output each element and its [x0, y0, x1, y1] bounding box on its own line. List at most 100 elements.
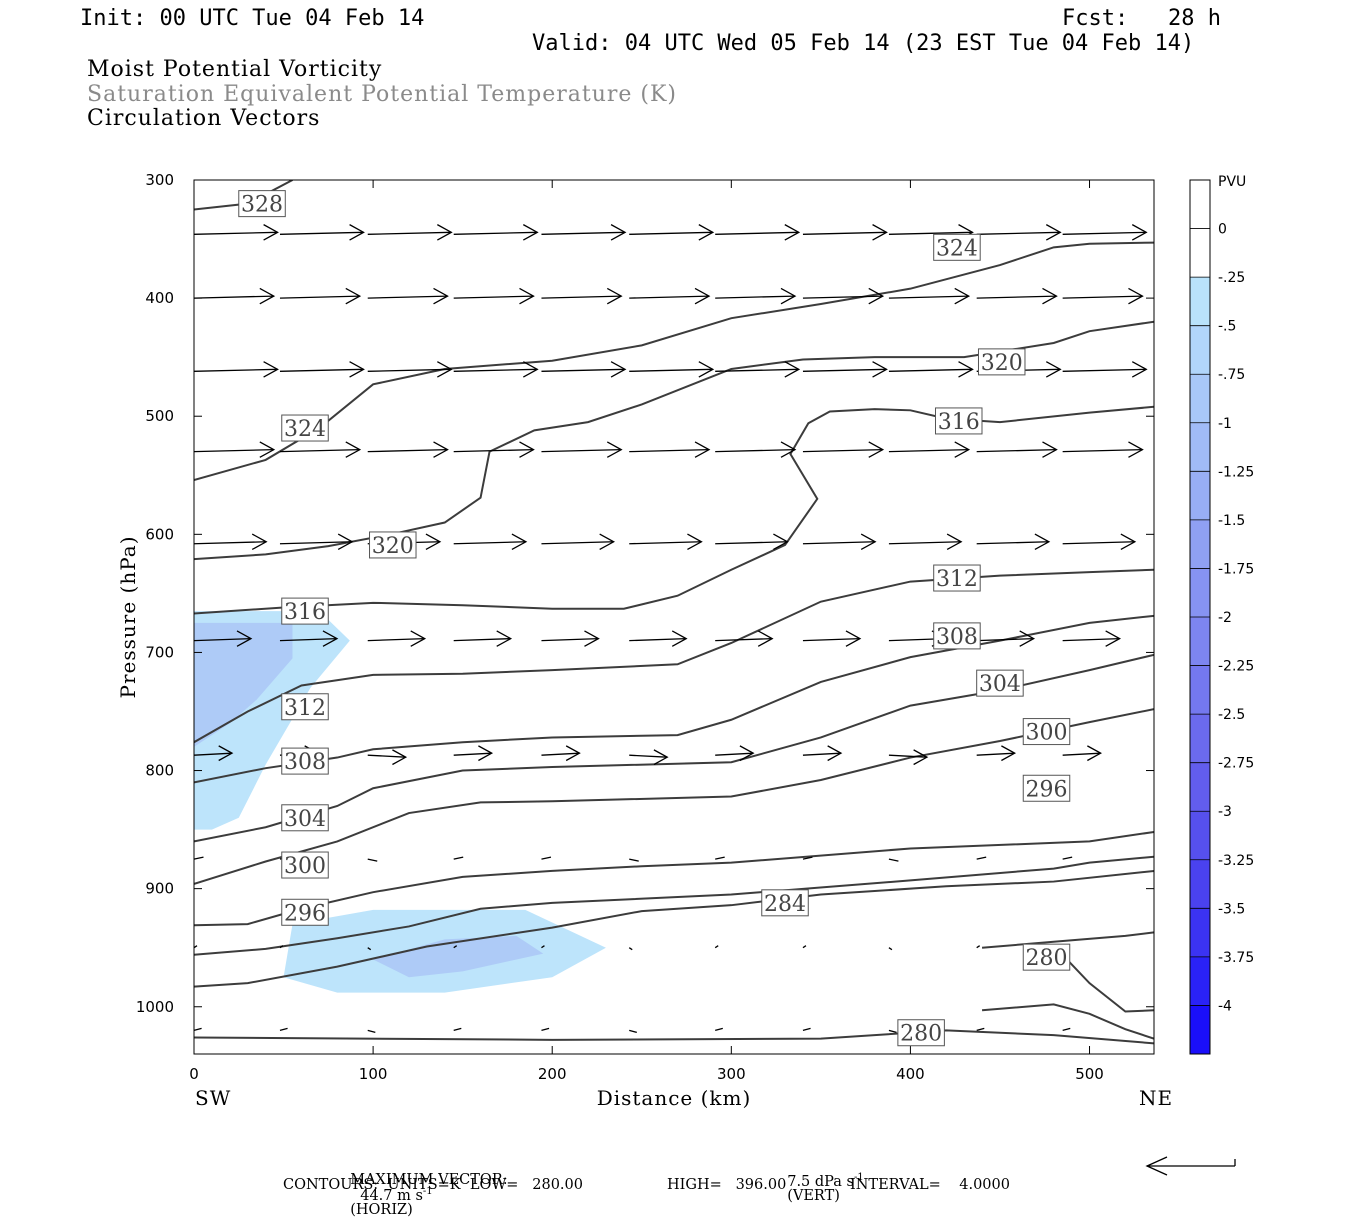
vector-head-4-6 [773, 533, 789, 551]
vector-head-3-8 [954, 441, 971, 458]
colorbar-band-6 [1190, 471, 1210, 521]
vector-head-0-4 [610, 224, 627, 241]
vector-shaft-3-10 [1062, 448, 1143, 453]
vector-head-6-6 [739, 745, 755, 762]
vector-shaft-5-1 [279, 637, 337, 642]
contour-label2-2-box [977, 348, 1026, 376]
vector-shaft-0-2 [367, 231, 452, 235]
contour-label2-2: 320 [981, 351, 1023, 376]
contour-line-14 [1058, 950, 1154, 1013]
vector-shaft-7-2 [367, 858, 378, 862]
vector-shaft-9-0 [193, 1027, 202, 1032]
colorbar-band-0 [1190, 180, 1210, 230]
vector-head-3-0 [259, 441, 276, 458]
vector-shaft-7-6 [715, 856, 725, 860]
vector-head-1-2 [433, 287, 449, 305]
vector-head-2-10 [1131, 361, 1148, 378]
horiz-exp: -1 [422, 1186, 433, 1197]
x-tick-label-3: 300 [717, 1065, 746, 1083]
contour-label-8: 296 [284, 901, 326, 926]
y-tick-label-2: 500 [145, 407, 174, 425]
contour-label2-5-box [933, 622, 981, 650]
contour-label2-6-box [976, 669, 1024, 697]
colorbar-label-10: -2.5 [1218, 707, 1245, 723]
vector-shaft-0-8 [888, 231, 973, 235]
vector-shaft-3-4 [541, 448, 622, 453]
vector-shaft-9-10 [1062, 1027, 1071, 1032]
colorbar-label-4: -1 [1218, 416, 1232, 432]
contour-label2-8: 296 [1026, 777, 1068, 802]
y-axis-title: Pressure (hPa) [116, 536, 140, 699]
reference-vector-head [1145, 1156, 1168, 1176]
legend-line-theta-es: Saturation Equivalent Potential Temperat… [87, 82, 677, 107]
vector-head-1-1 [345, 287, 362, 305]
contour-line-11 [981, 931, 1154, 949]
vector-head-3-10 [1128, 441, 1144, 458]
vector-head-4-2 [425, 533, 442, 551]
vector-head-1-10 [1128, 287, 1144, 305]
contour-label-2-box [369, 531, 417, 559]
vector-head-0-0 [263, 224, 279, 241]
vector-shaft-2-4 [541, 368, 626, 372]
x-axis-title: Distance (km) [597, 1086, 752, 1110]
vector-shaft-3-8 [888, 448, 969, 453]
footer-contours-interval: INTERVAL= 4.0000 [850, 1177, 1010, 1193]
contour-label-7-box [281, 851, 329, 879]
colorbar-label-16: -4 [1218, 998, 1232, 1014]
vector-head-1-4 [606, 287, 623, 305]
vector-shaft-6-7 [802, 752, 841, 756]
vector-head-3-5 [694, 441, 711, 458]
vector-shaft-4-9 [976, 541, 1049, 545]
vector-shaft-1-5 [629, 295, 710, 299]
contour-line-13 [194, 1029, 1154, 1045]
vector-shaft-7-10 [1062, 856, 1073, 860]
vector-head-5-6 [757, 630, 774, 647]
vector-shaft-4-0 [193, 541, 267, 545]
x-tick-label-2: 200 [538, 1065, 567, 1083]
contour-label2-7: 300 [1026, 721, 1068, 746]
vector-head-6-4 [565, 745, 581, 762]
vector-head-6-0 [218, 745, 234, 762]
vector-shaft-9-6 [715, 1027, 723, 1032]
contour-label2-5: 308 [936, 625, 978, 650]
vector-head-1-0 [259, 287, 276, 305]
vector-shaft-6-10 [1062, 752, 1101, 756]
vector-head-4-3 [511, 533, 528, 551]
vector-head-4-4 [599, 533, 616, 551]
contour-label-7: 300 [284, 854, 326, 879]
colorbar-label-15: -3.75 [1218, 950, 1254, 966]
footer-vert: 7.5 dPa s-1 (VERT) [778, 1158, 864, 1203]
y-tick-label-3: 600 [145, 525, 174, 543]
vector-shaft-5-2 [367, 637, 425, 642]
valid-time: Valid: 04 UTC Wed 05 Feb 14 (23 EST Tue … [532, 31, 1195, 56]
vector-shaft-0-9 [976, 231, 1061, 235]
contour-label2-12-box [897, 1019, 945, 1047]
vector-head-2-2 [437, 361, 453, 378]
colorbar-label-13: -3.25 [1218, 853, 1254, 869]
vector-shaft-8-4 [541, 945, 545, 949]
horiz-suffix: (HORIZ) [350, 1202, 413, 1218]
vector-shaft-6-5 [629, 754, 668, 758]
plot-frame [193, 179, 1155, 1055]
contour-label-11-box [761, 889, 809, 917]
vector-shaft-3-0 [193, 448, 274, 453]
colorbar-band-13 [1190, 811, 1210, 861]
contour-line-4 [194, 568, 1154, 744]
vector-head-1-9 [1042, 287, 1058, 305]
vector-head-2-8 [958, 361, 974, 378]
vector-head-4-7 [860, 533, 877, 551]
vector-shaft-0-7 [802, 231, 887, 235]
vector-shaft-0-3 [453, 231, 538, 235]
contour-label2-7-box [1022, 718, 1071, 746]
axis-ticks: 0 100 200 300 400 500 300 400 500 600 700 800 900 100… [136, 171, 1154, 1083]
vector-shaft-4-5 [629, 541, 702, 545]
reference-vector [1145, 1156, 1236, 1176]
vector-shaft-5-6 [715, 637, 773, 642]
contour-label-5: 308 [284, 750, 326, 775]
colorbar-band-2 [1190, 277, 1210, 327]
contour-label-4: 312 [284, 696, 326, 721]
vector-shaft-1-4 [541, 295, 622, 299]
contour-label2-1-box [933, 233, 981, 261]
contour-label2-12: 280 [900, 1022, 942, 1047]
vector-shaft-9-7 [802, 1027, 811, 1032]
